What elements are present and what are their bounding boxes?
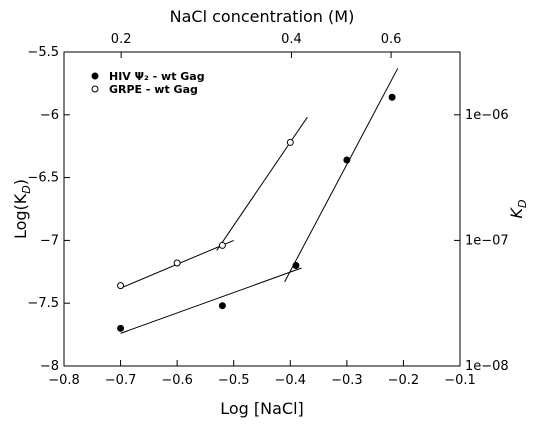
right-axis: 1e−08 1e−07 1e−06: [454, 108, 509, 374]
top-tick-label: 0.2: [111, 32, 132, 47]
x-tick-label: −0.2: [388, 373, 420, 388]
x-tick-label: −0.8: [48, 373, 80, 388]
y-tick-label: −8: [40, 359, 59, 374]
point-hiv: [292, 262, 300, 270]
point-grpe: [286, 138, 294, 146]
point-hiv: [117, 324, 125, 332]
point-hiv: [343, 156, 351, 164]
legend-label-grpe: GRPE - wt Gag: [109, 83, 198, 96]
y-tick-label: −6.5: [27, 171, 59, 186]
right-tick-label: 1e−07: [465, 233, 509, 248]
right-tick-label: 1e−08: [465, 359, 509, 374]
fit-line: [216, 117, 308, 251]
y-axis-title-main: Log(K: [11, 193, 30, 239]
plot-frame: [63, 51, 461, 367]
right-tick-label: 1e−06: [465, 108, 509, 123]
point-hiv: [218, 302, 226, 310]
right-axis-title-sub: D: [516, 200, 529, 208]
point-grpe: [218, 241, 226, 249]
y-tick-label: −6: [40, 108, 59, 123]
x-tick-label: −0.4: [274, 373, 306, 388]
x-tick-label: −0.5: [218, 373, 250, 388]
y-axis-title-close: ): [11, 179, 30, 185]
y-tick-label: −7.5: [27, 296, 59, 311]
fit-lines: [120, 68, 399, 334]
y-tick-label: −7: [40, 233, 59, 248]
top-axis-title: NaCl concentration (M): [170, 7, 355, 26]
x-axis-title: Log [NaCl]: [220, 399, 304, 418]
fit-line: [284, 68, 399, 283]
left-axis: −8 −7.5 −7 −6.5 −6 −5.5: [27, 45, 70, 374]
point-grpe: [117, 282, 125, 290]
top-tick-label: 0.4: [281, 32, 302, 47]
right-axis-title-main: K: [507, 206, 526, 218]
y-axis-title-sub: D: [20, 185, 33, 193]
legend-label-hiv: HIV Ψ₂ - wt Gag: [109, 70, 205, 83]
data-points: [117, 93, 396, 332]
x-tick-label: −0.3: [331, 373, 363, 388]
right-axis-title: KD: [507, 200, 529, 219]
y-tick-label: −5.5: [27, 45, 59, 60]
legend-marker-open: [91, 85, 99, 93]
top-axis: 0.2 0.4 0.6: [111, 32, 402, 58]
fit-line: [120, 267, 302, 334]
legend-marker-filled: [91, 72, 99, 80]
point-hiv: [388, 93, 396, 101]
bottom-axis: −0.8 −0.7 −0.6 −0.5 −0.4 −0.3 −0.2 −0.1: [48, 360, 476, 388]
x-tick-label: −0.1: [444, 373, 476, 388]
x-tick-label: −0.6: [161, 373, 193, 388]
point-grpe: [173, 259, 181, 267]
y-axis-title: Log(KD): [11, 179, 33, 239]
top-tick-label: 0.6: [381, 32, 402, 47]
x-tick-label: −0.7: [105, 373, 137, 388]
legend: HIV Ψ₂ - wt Gag GRPE - wt Gag: [91, 70, 205, 96]
